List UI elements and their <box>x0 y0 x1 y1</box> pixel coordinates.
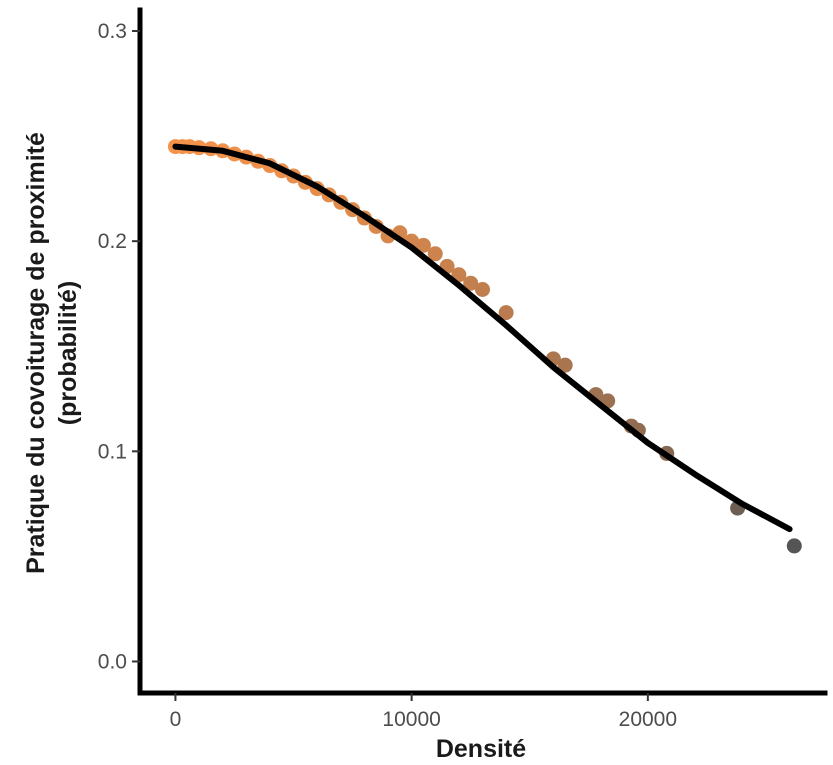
y-tick-label: 0.0 <box>98 650 127 673</box>
data-point <box>786 538 802 554</box>
data-point <box>475 282 490 298</box>
x-axis-title: Densité <box>436 735 526 763</box>
y-tick-label: 0.3 <box>98 20 127 43</box>
y-tick-label: 0.1 <box>98 440 127 463</box>
fit-line <box>172 143 793 533</box>
data-point <box>498 305 514 321</box>
y-axis-title-line-2: (probabilité) <box>54 281 82 425</box>
x-tick-label: 20000 <box>619 708 677 731</box>
points-layer <box>167 139 802 554</box>
data-point <box>557 357 573 373</box>
data-point <box>427 246 443 262</box>
fit-line-layer <box>172 143 793 533</box>
ticks-layer: 0.0 0.1 0.2 0.3 0 10000 20000 <box>98 20 677 731</box>
axes-layer <box>137 7 828 696</box>
x-tick-label: 0 <box>170 708 182 731</box>
y-tick-label: 0.2 <box>98 230 127 253</box>
data-point <box>463 275 479 291</box>
data-point <box>415 237 431 253</box>
y-axis-title-line-1: Pratique du covoiturage de proximité <box>22 132 50 574</box>
x-tick-label: 10000 <box>382 708 440 731</box>
